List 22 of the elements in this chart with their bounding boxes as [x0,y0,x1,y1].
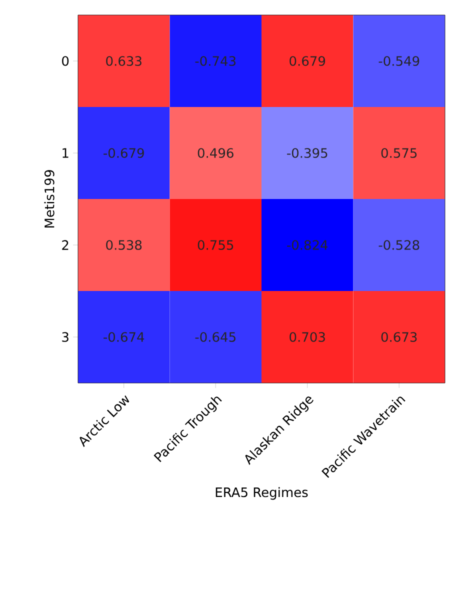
y-tick-label: 2 [62,240,68,250]
data-label: 0.679 [290,56,326,66]
data-label: -0.395 [287,148,328,158]
data-label: 0.575 [381,148,417,158]
y-axis-title: Metis199 [44,170,54,228]
data-label: 0.673 [381,332,417,342]
data-label: -0.674 [104,332,144,342]
data-label: -0.549 [378,56,420,66]
data-label: 0.633 [106,56,142,66]
data-label: -0.528 [378,240,420,250]
data-label: -0.824 [287,240,328,250]
data-label: 0.496 [198,148,234,158]
x-axis-title: ERA5 Regimes [216,487,308,500]
data-label: -0.743 [195,56,236,66]
y-tick-label: 0 [62,56,69,66]
y-tick-label: 1 [62,148,68,158]
data-label: 0.755 [198,240,234,250]
data-label: -0.679 [104,148,144,158]
data-label: -0.645 [195,332,236,342]
data-label: 0.538 [106,240,142,250]
data-label: 0.703 [290,332,325,342]
y-tick-label: 3 [62,332,68,342]
